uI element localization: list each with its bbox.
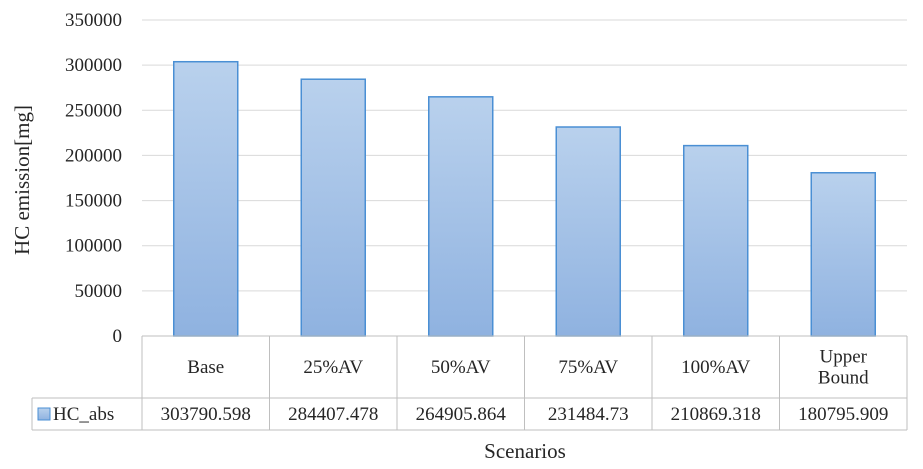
- category-label: 25%AV: [303, 357, 363, 378]
- category-label: 50%AV: [431, 357, 491, 378]
- category-label: Base: [187, 357, 224, 378]
- bar: [428, 96, 494, 337]
- y-tick-label: 300000: [65, 55, 122, 76]
- y-tick-label: 250000: [65, 100, 122, 121]
- bar: [300, 78, 366, 337]
- data-label: 303790.598: [161, 404, 251, 425]
- bars: [173, 60, 876, 337]
- y-tick-label: 150000: [65, 191, 122, 212]
- bar: [173, 60, 239, 337]
- y-tick-label: 200000: [65, 145, 122, 166]
- y-axis-ticks: 0 50000 100000 150000 200000 250000 300000 3500…: [65, 10, 122, 347]
- bar: [810, 172, 876, 337]
- y-tick-label: 100000: [65, 236, 122, 257]
- x-axis-title: Scenarios: [484, 439, 566, 463]
- category-label: Upper: [820, 347, 868, 368]
- data-label: 284407.478: [288, 404, 378, 425]
- y-tick-label: 0: [113, 326, 123, 347]
- data-label: 264905.864: [416, 404, 507, 425]
- data-label: 231484.73: [548, 404, 629, 425]
- bar: [555, 126, 621, 337]
- legend-swatch: [37, 407, 51, 421]
- data-label: 210869.318: [671, 404, 761, 425]
- data-label: 180795.909: [798, 404, 888, 425]
- gridlines: [142, 19, 907, 292]
- category-label: Bound: [818, 368, 869, 389]
- y-tick-label: 350000: [65, 10, 122, 31]
- category-label: 100%AV: [681, 357, 751, 378]
- legend-label: HC_abs: [53, 404, 114, 425]
- category-label: 75%AV: [558, 357, 618, 378]
- y-tick-label: 50000: [75, 281, 123, 302]
- bar: [683, 144, 749, 337]
- y-axis-title: HC emission[mg]: [10, 105, 34, 255]
